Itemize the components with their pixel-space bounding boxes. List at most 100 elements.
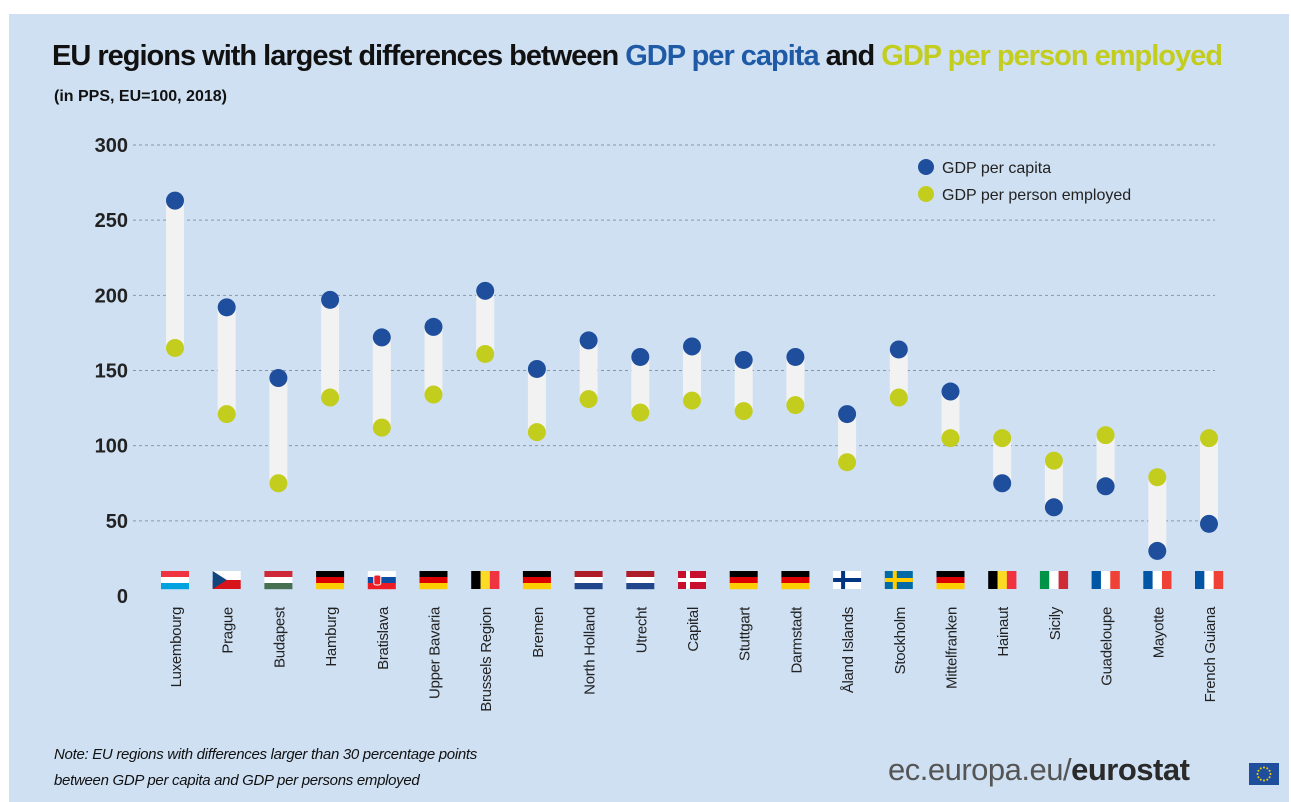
flag-stripe: [367, 571, 396, 578]
flag-lu-icon: [161, 571, 189, 590]
footnote-line-2: between GDP per capita and GDP per perso…: [54, 772, 420, 789]
flag-stripe: [936, 583, 965, 590]
point-gdp-per-person-employed: [1148, 468, 1167, 487]
point-gdp-per-person-employed: [1044, 451, 1063, 470]
y-tick-label: 50: [106, 511, 128, 533]
source-domain: ec.europa.eu/: [888, 752, 1072, 787]
point-gdp-per-person-employed: [476, 344, 495, 363]
flag-stripe: [729, 577, 758, 584]
flag-stripe: [1100, 571, 1111, 589]
y-tick-label: 100: [95, 436, 128, 458]
point-gdp-per-person-employed: [217, 405, 236, 424]
point-gdp-per-person-employed: [631, 403, 650, 422]
range-bar: [838, 414, 857, 463]
chart-subtitle: (in PPS, EU=100, 2018): [54, 88, 227, 105]
flag-stripe: [936, 571, 965, 578]
dumbbell-chart: 0 50 100 150 200 250 300 Luxembourg Prague Budap…: [95, 135, 1224, 712]
y-tick-label: 0: [117, 586, 128, 608]
flag-stripe: [419, 583, 448, 590]
point-gdp-per-capita: [941, 382, 960, 401]
point-gdp-per-capita: [1096, 477, 1115, 496]
title-text-2: and: [818, 40, 882, 72]
range-bar: [269, 378, 288, 484]
range-bar: [734, 359, 753, 412]
legend-label-gdp-per-person-employed: GDP per person employed: [942, 187, 1131, 204]
flag-nl-icon: [574, 571, 603, 590]
point-gdp-per-capita: [683, 337, 701, 356]
flag-stripe: [471, 571, 481, 589]
flag-it-icon: [1039, 571, 1069, 589]
flag-be-icon: [988, 571, 1017, 589]
gridlines: [133, 144, 1215, 522]
point-gdp-per-capita: [476, 281, 495, 300]
point-gdp-per-capita: [321, 290, 340, 309]
category-label: Sicily: [1047, 606, 1064, 640]
title-series-2: GDP per person employed: [881, 40, 1223, 72]
source-link[interactable]: ec.europa.eu/eurostat: [888, 752, 1190, 788]
flag-de-icon: [781, 571, 810, 590]
flag-cross-horizontal: [833, 578, 862, 582]
category-label: Åland Islands: [840, 607, 857, 693]
flag-stripe: [161, 571, 189, 578]
point-gdp-per-person-employed: [269, 474, 288, 493]
range-bar: [1200, 438, 1218, 524]
flag-cz-icon: [212, 571, 241, 589]
flag-stripe: [489, 571, 500, 589]
flag-stripe: [1058, 571, 1069, 589]
flag-stripe: [574, 583, 603, 590]
flag-stripe: [1049, 571, 1059, 589]
category-label: Stuttgart: [737, 606, 754, 661]
point-gdp-per-person-employed: [321, 388, 340, 407]
flag-stripe: [1110, 571, 1120, 589]
range-bar: [1096, 435, 1115, 487]
flag-hu-icon: [264, 571, 293, 590]
point-gdp-per-person-employed: [889, 388, 908, 407]
flag-stripe: [419, 571, 448, 578]
flag-stripe: [781, 583, 810, 590]
flag-stripe: [419, 577, 448, 584]
point-gdp-per-person-employed: [424, 385, 443, 404]
country-flags: [161, 571, 1224, 590]
point-gdp-per-person-employed: [579, 390, 598, 409]
flag-stripe: [626, 577, 655, 584]
legend-marker-gdp-per-capita: [918, 159, 934, 175]
flag-stripe: [781, 577, 810, 584]
point-gdp-per-capita: [889, 340, 908, 359]
flag-stripe: [574, 577, 603, 584]
flag-stripe: [316, 583, 345, 590]
flag-stripe: [264, 583, 293, 590]
flag-stripe: [212, 580, 241, 589]
point-gdp-per-capita: [372, 328, 391, 347]
point-gdp-per-person-employed: [941, 429, 960, 448]
flag-stripe: [729, 571, 758, 578]
flag-de-icon: [419, 571, 448, 590]
point-gdp-per-person-employed: [1096, 426, 1115, 445]
point-gdp-per-capita: [734, 350, 753, 369]
point-gdp-per-person-employed: [166, 338, 184, 357]
flag-fi-icon: [833, 571, 862, 589]
flag-stripe: [316, 577, 345, 584]
point-gdp-per-person-employed: [372, 418, 391, 437]
range-bar: [321, 299, 340, 398]
flag-cross-horizontal: [678, 578, 706, 582]
flag-stripe: [161, 577, 189, 584]
y-axis: 0 50 100 150 200 250 300: [95, 135, 128, 608]
legend-marker-gdp-per-person-employed: [918, 186, 934, 202]
flag-stripe: [1213, 571, 1224, 589]
point-gdp-per-person-employed: [527, 423, 546, 442]
flag-stripe: [161, 583, 189, 590]
category-label: Brussels Region: [478, 607, 495, 712]
point-gdp-per-person-employed: [734, 402, 753, 421]
range-bar: [1044, 460, 1063, 508]
category-label: French Guiana: [1202, 606, 1219, 702]
category-label: Guadeloupe: [1099, 607, 1116, 686]
category-label: Upper Bavaria: [427, 606, 444, 699]
range-bar: [889, 349, 908, 398]
category-label: Luxembourg: [168, 607, 185, 687]
range-bar: [941, 391, 960, 439]
flag-stripe: [264, 577, 293, 584]
flag-stripe: [1006, 571, 1017, 589]
point-gdp-per-capita: [993, 474, 1012, 493]
flag-fr-icon: [1091, 571, 1120, 589]
point-gdp-per-capita: [166, 191, 184, 210]
